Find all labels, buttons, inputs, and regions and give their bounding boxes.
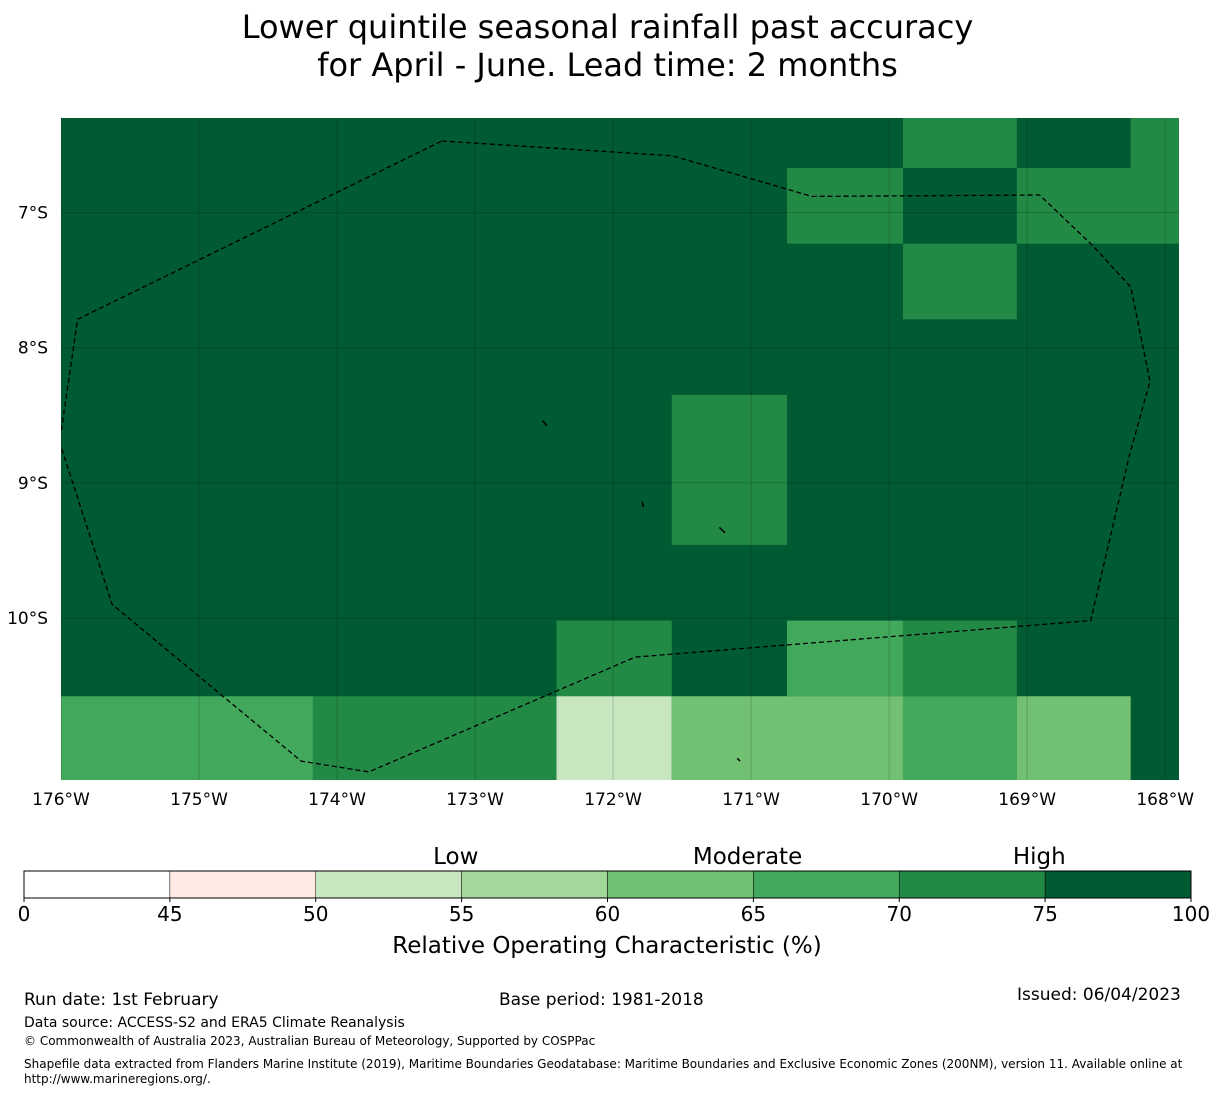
colorbar-segment xyxy=(169,870,316,899)
grid-cell xyxy=(902,243,1017,320)
grid-cell xyxy=(671,696,903,780)
map-area xyxy=(61,118,1179,780)
copyright: © Commonwealth of Australia 2023, Austra… xyxy=(24,1034,596,1048)
colorbar-title: Relative Operating Characteristic (%) xyxy=(392,933,821,959)
island-outline xyxy=(718,526,726,534)
colorbar-segment xyxy=(461,870,608,899)
grid-cell xyxy=(556,620,672,697)
grid-cell xyxy=(556,696,672,780)
colorbar-segment xyxy=(23,870,171,899)
colorbar-category-label: Low xyxy=(433,844,478,870)
lat-tick-label: 8°S xyxy=(18,339,48,359)
grid-cell xyxy=(671,394,788,545)
colorbar-tick-label: 0 xyxy=(18,902,31,926)
colorbar-tick-label: 45 xyxy=(157,902,182,926)
colorbar-tick-label: 55 xyxy=(449,902,474,926)
lon-tick-label: 174°W xyxy=(308,790,366,810)
grid-cell xyxy=(902,118,1017,168)
colorbar-tick-label: 50 xyxy=(303,902,328,926)
colorbar-tick-label: 60 xyxy=(595,902,620,926)
lon-tick-label: 172°W xyxy=(584,790,642,810)
colorbar-segment xyxy=(315,870,462,899)
colorbar-segment xyxy=(607,870,754,899)
grid-cell xyxy=(787,620,903,697)
colorbar-category-label: Moderate xyxy=(693,844,802,870)
grid-cell xyxy=(787,167,903,244)
title-line-2: for April - June. Lead time: 2 months xyxy=(317,46,898,84)
colorbar-tick-label: 65 xyxy=(741,902,766,926)
colorbar-tick-label: 70 xyxy=(887,902,912,926)
colorbar-category-label: High xyxy=(1013,844,1066,870)
grid-cell xyxy=(1016,167,1179,244)
grid-cell xyxy=(1016,696,1131,780)
grid-cell xyxy=(1130,118,1179,168)
lon-tick-label: 173°W xyxy=(446,790,504,810)
lat-tick-label: 9°S xyxy=(18,474,48,494)
map-figure: 7°S 8°S 9°S 10°S 176°W 175°W 174°W 173°W 172°W 17… xyxy=(7,118,1210,959)
colorbar-tick-label: 75 xyxy=(1032,902,1057,926)
grid-cell xyxy=(312,696,557,780)
issued-date: Issued: 06/04/2023 xyxy=(1017,985,1181,1005)
island-outline xyxy=(641,501,645,508)
colorbar-segment xyxy=(753,870,900,899)
title-line-1: Lower quintile seasonal rainfall past ac… xyxy=(241,8,974,46)
colorbar-segment xyxy=(899,870,1046,899)
colorbar-segment xyxy=(1044,870,1192,899)
lon-tick-label: 175°W xyxy=(170,790,228,810)
lon-tick-label: 168°W xyxy=(1136,790,1194,810)
island-outline xyxy=(542,420,548,427)
lon-tick-label: 171°W xyxy=(722,790,780,810)
lon-tick-label: 170°W xyxy=(860,790,918,810)
run-date: Run date: 1st February xyxy=(24,990,219,1010)
colorbar-tick-label: 100 xyxy=(1172,902,1210,926)
lon-tick-label: 169°W xyxy=(998,790,1056,810)
grid-cell xyxy=(61,696,313,780)
island-outline xyxy=(736,757,741,762)
lon-tick-label: 176°W xyxy=(32,790,90,810)
shapefile-attribution: Shapefile data extracted from Flanders M… xyxy=(24,1057,1183,1086)
base-period: Base period: 1981-2018 xyxy=(499,990,704,1010)
lat-tick-label: 7°S xyxy=(18,204,48,224)
grid-cell xyxy=(902,696,1017,780)
eez-boundary xyxy=(61,140,1151,773)
lat-tick-label: 10°S xyxy=(7,609,48,629)
data-source: Data source: ACCESS-S2 and ERA5 Climate … xyxy=(24,1015,405,1031)
grid-cell xyxy=(902,620,1017,697)
